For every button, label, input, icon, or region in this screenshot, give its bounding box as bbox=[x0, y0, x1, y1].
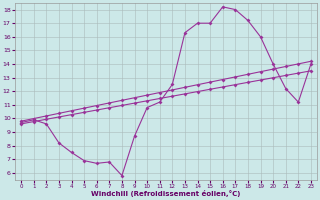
X-axis label: Windchill (Refroidissement éolien,°C): Windchill (Refroidissement éolien,°C) bbox=[91, 190, 241, 197]
